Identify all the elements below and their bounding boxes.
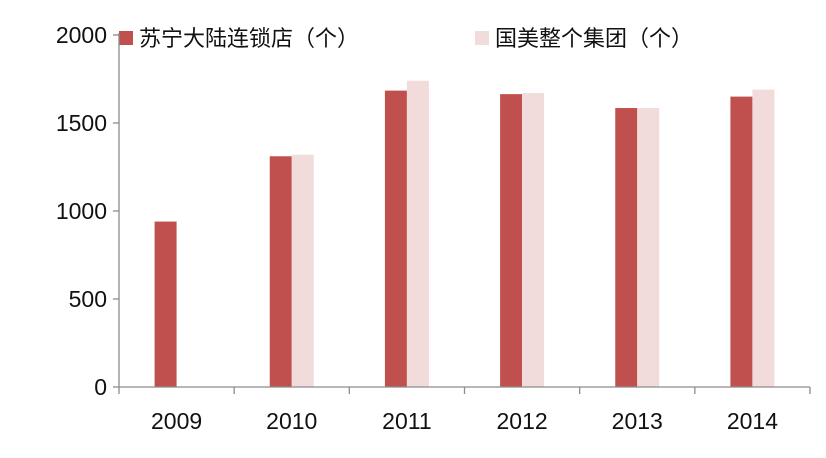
bar-suning-2014 xyxy=(730,96,753,387)
bar-gome-2014 xyxy=(752,89,775,387)
x-tick-label-2014: 2014 xyxy=(727,408,778,434)
axes xyxy=(113,33,811,394)
bar-gome-2013 xyxy=(637,108,660,387)
x-tick-label-2010: 2010 xyxy=(266,408,317,434)
y-tick-label-0: 0 xyxy=(94,374,107,400)
bar-suning-2010 xyxy=(269,156,292,387)
x-tick-label-2011: 2011 xyxy=(382,408,431,434)
y-tick-label-1500: 1500 xyxy=(56,110,107,136)
x-tick-label-2012: 2012 xyxy=(496,408,547,434)
bar-gome-2010 xyxy=(291,154,314,387)
bar-suning-2009 xyxy=(154,221,177,387)
bar-gome-2011 xyxy=(406,80,429,387)
legend: 苏宁大陆连锁店（个） 国美整个集团（个） xyxy=(119,27,693,52)
bar-suning-2013 xyxy=(615,108,638,387)
x-tick-label-2013: 2013 xyxy=(612,408,663,434)
bar-suning-2012 xyxy=(500,94,523,388)
legend-swatch-suning xyxy=(119,31,133,45)
bar-gome-2012 xyxy=(522,93,545,387)
legend-label-suning: 苏宁大陆连锁店（个） xyxy=(139,27,359,52)
y-tick-label-1000: 1000 xyxy=(56,198,107,224)
x-axis-tick-labels: 2009 2010 2011 2012 2013 2014 xyxy=(151,408,778,434)
bar-suning-2011 xyxy=(384,90,407,387)
y-tick-label-2000: 2000 xyxy=(56,22,107,48)
y-tick-label-500: 500 xyxy=(69,286,107,312)
x-tick-label-2009: 2009 xyxy=(151,408,202,434)
legend-swatch-gome xyxy=(475,31,489,45)
bars xyxy=(154,80,775,388)
legend-label-gome: 国美整个集团（个） xyxy=(495,27,693,52)
y-axis-tick-labels: 0 500 1000 1500 2000 xyxy=(56,22,107,400)
